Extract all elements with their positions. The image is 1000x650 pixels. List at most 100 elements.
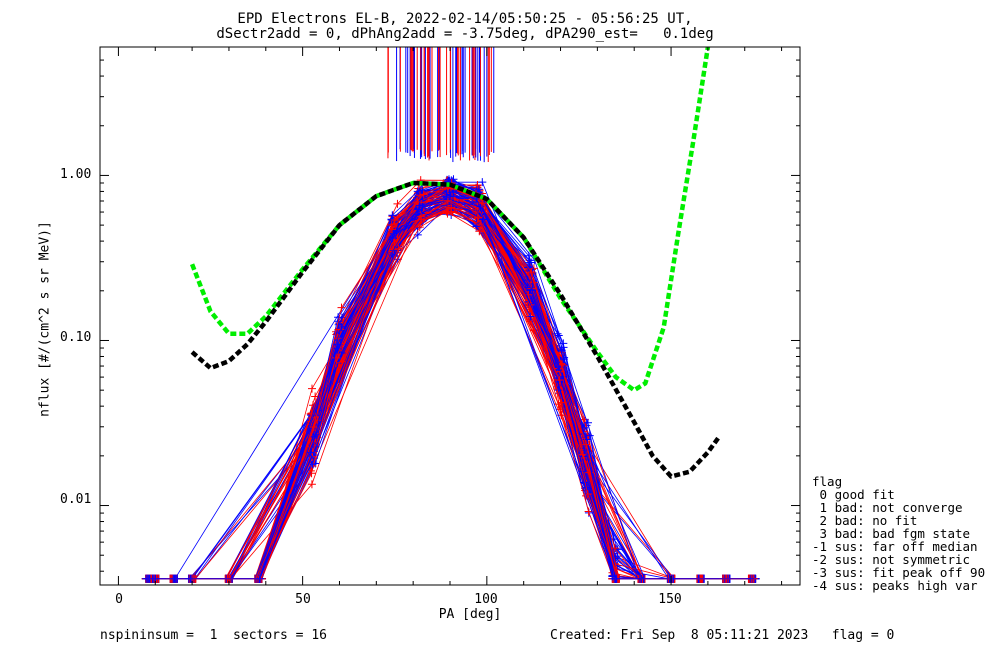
curve-line (157, 198, 750, 580)
curve-line (151, 194, 752, 580)
measurement-curve (153, 194, 754, 583)
curve-line (158, 186, 752, 580)
measurement-curve (147, 202, 758, 583)
data-point (415, 223, 424, 232)
measurement-curve (144, 188, 760, 583)
curve-line (149, 188, 751, 580)
measurement-curve (186, 196, 728, 583)
footer-info-right: Created: Fri Sep 8 05:11:21 2023 flag = … (550, 628, 895, 643)
measurement-curve (148, 190, 759, 583)
measurement-curve (142, 208, 758, 583)
curve-line (151, 187, 756, 580)
curve-line (145, 195, 754, 580)
chart-title-line2: dSectr2add = 0, dPhAng2add = -3.75deg, d… (216, 26, 714, 42)
curve-line (151, 192, 751, 580)
curve-line (151, 195, 752, 580)
curve-line (147, 199, 730, 580)
measurement-curve (143, 176, 730, 583)
x-tick-label: 0 (115, 592, 123, 607)
curve-line (150, 203, 754, 580)
data-point (394, 244, 403, 253)
data-point (415, 191, 424, 200)
curve-line (147, 196, 753, 580)
measurement-curve (146, 200, 758, 583)
data-point (524, 297, 533, 306)
data-point (415, 201, 424, 210)
data-point (612, 574, 621, 583)
measurement-curve (153, 183, 757, 583)
measurement-curve (149, 188, 760, 583)
measurement-curve (152, 201, 757, 583)
data-point (337, 322, 346, 331)
data-point (388, 234, 397, 243)
measurement-curve (149, 181, 760, 583)
data-point (332, 353, 341, 362)
measurement-curve (145, 175, 727, 583)
curve-line (148, 199, 749, 580)
measurement-curve (169, 177, 733, 583)
data-point (473, 181, 482, 190)
data-point (307, 384, 316, 393)
curve-line (156, 188, 755, 580)
legend-item: -2 sus: not symmetric (812, 552, 971, 567)
data-area (141, 47, 760, 583)
curve-line (150, 186, 750, 580)
data-point (471, 207, 480, 216)
data-point (524, 251, 533, 260)
data-point (443, 196, 452, 205)
data-point (448, 192, 457, 201)
data-point (477, 199, 486, 208)
measurement-curve (144, 195, 731, 583)
measurement-curve (146, 178, 753, 583)
measurement-curve (146, 184, 727, 583)
measurement-curve (147, 196, 757, 583)
measurement-curve (143, 198, 760, 583)
curve-line (146, 187, 726, 580)
chart-title-line1: EPD Electrons EL-B, 2022-02-14/05:50:25 … (237, 11, 693, 27)
curve-line (146, 195, 751, 580)
x-tick-label: 100 (474, 592, 498, 607)
measurement-curve (147, 201, 757, 583)
measurement-curve (147, 188, 759, 583)
curve-line (151, 178, 756, 580)
data-point (478, 178, 487, 187)
x-tick-label: 150 (658, 592, 682, 607)
curve-line (149, 204, 755, 580)
curve-line (152, 202, 755, 580)
data-point (184, 574, 193, 583)
curve-line (150, 208, 751, 580)
legend-item: 1 bad: not converge (812, 500, 963, 515)
measurement-curve (141, 179, 758, 583)
data-point (417, 212, 426, 221)
measurement-curve (144, 191, 758, 583)
measurement-curve (143, 191, 755, 583)
data-point (389, 229, 398, 238)
green-fit-curve (190, 47, 711, 393)
data-point (442, 207, 451, 216)
data-point (528, 286, 537, 295)
curve-line (151, 199, 753, 580)
measurement-curve (154, 199, 759, 583)
curve-line (153, 199, 756, 580)
legend-item: 2 bad: no fit (812, 513, 918, 528)
measurement-curve (142, 207, 728, 583)
measurement-curve (154, 196, 757, 583)
measurement-curve (154, 183, 756, 583)
data-point (611, 554, 620, 563)
curve-line (151, 192, 755, 580)
measurement-curve (147, 175, 760, 583)
measurement-curve (147, 203, 756, 583)
measurement-curve (143, 206, 758, 583)
measurement-curve (146, 177, 755, 583)
curve-line (146, 191, 754, 580)
data-point (553, 329, 562, 338)
data-point (142, 574, 151, 583)
curve-line (146, 189, 749, 580)
measurement-curve (152, 185, 760, 583)
measurement-curve (152, 195, 759, 583)
curve-line (148, 195, 754, 580)
y-tick-label: 0.10 (60, 330, 92, 345)
data-point (582, 440, 591, 449)
curve-line (150, 200, 750, 580)
x-tick-label: 50 (295, 592, 311, 607)
